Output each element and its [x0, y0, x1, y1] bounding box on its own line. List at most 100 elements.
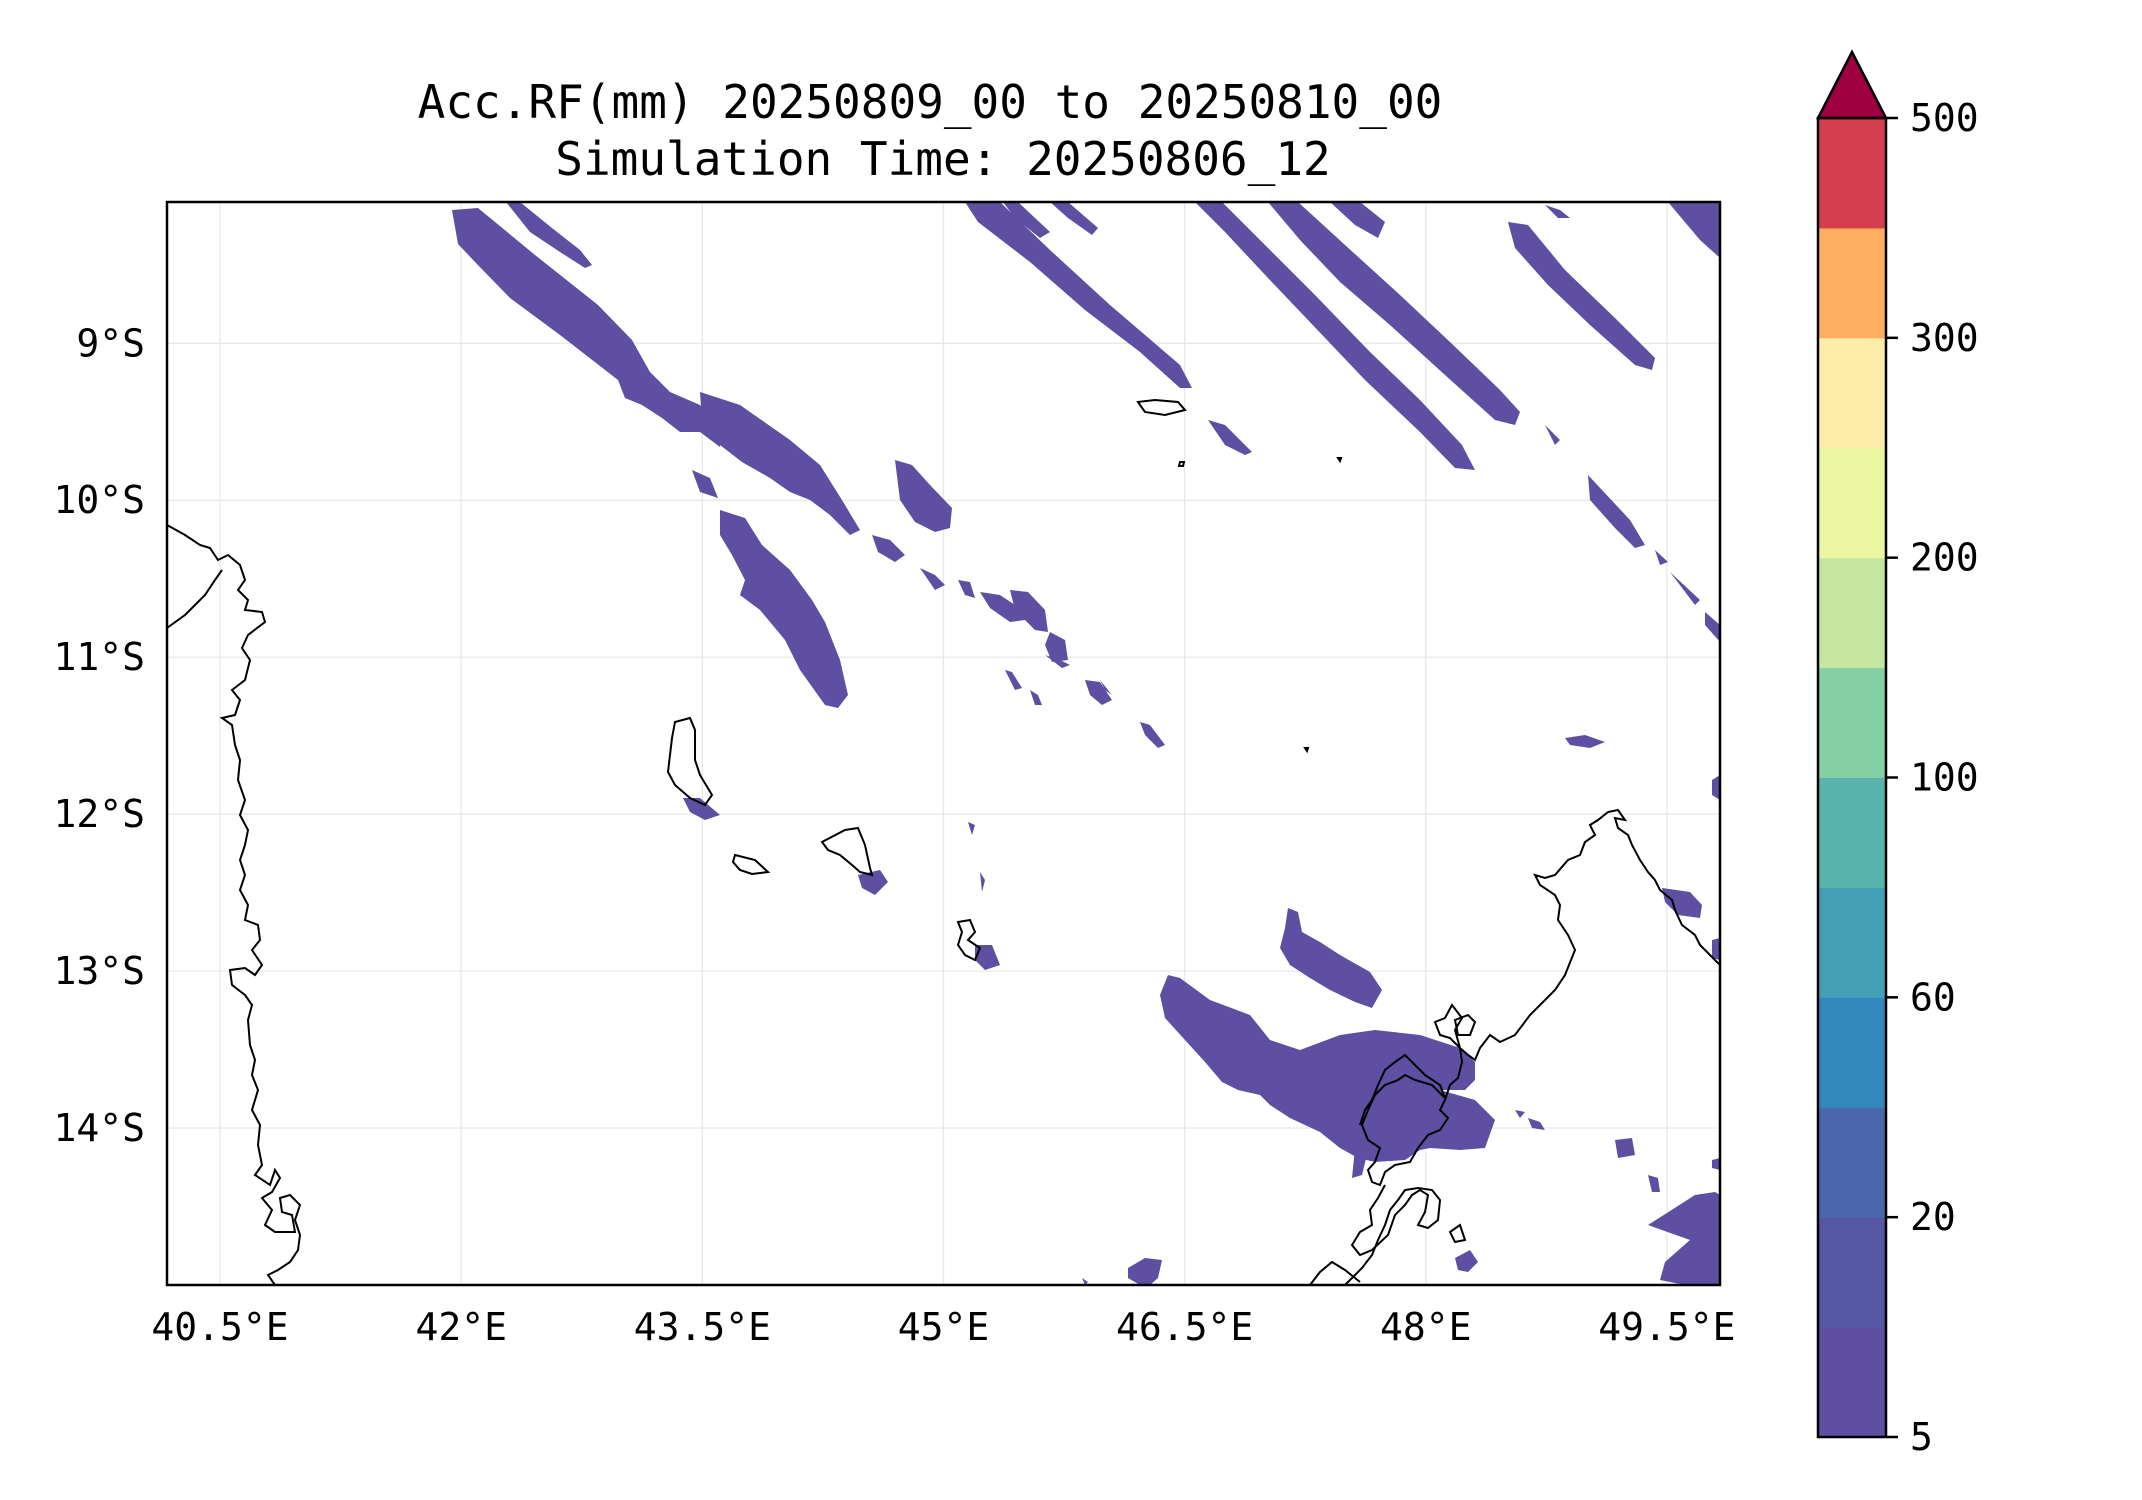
coastline-madagascar-isle-b [1448, 1223, 1467, 1244]
map-frame [165, 200, 1722, 1287]
x-tick-label-2: 43.5°E [634, 1305, 771, 1349]
coastline-banc-dot [1336, 457, 1343, 464]
map-gridlines [167, 202, 1720, 1285]
rain-blob-east-small [1565, 735, 1605, 748]
y-axis-ticks: 9°S 10°S 11°S 12°S 13°S 14°S [53, 321, 145, 1150]
y-tick-label-2: 11°S [53, 635, 145, 679]
coastline-glorieuses [1136, 398, 1187, 417]
y-tick-label-5: 14°S [53, 1106, 145, 1150]
coastline-moheli [731, 853, 771, 876]
rain-band-dotted-2 [1588, 475, 1645, 548]
rain-blob-north-isle-a [1208, 420, 1252, 455]
colorbar-extend-arrow [1815, 49, 1889, 120]
rain-band-dotted-4 [1670, 572, 1700, 605]
y-tick-label-4: 13°S [53, 949, 145, 993]
coastline-africa [167, 524, 302, 1285]
rain-blob-mad-sw [1352, 1148, 1368, 1178]
rain-band-north-6b [1545, 205, 1570, 218]
y-tick-label-0: 9°S [76, 321, 145, 365]
colorbar-tick-label-5: 300 [1910, 316, 1979, 360]
colorbar-segment-6 [1818, 667, 1886, 778]
rain-blob-south-dot [1082, 1278, 1088, 1285]
rain-blob-mad-small-4 [1648, 1175, 1660, 1192]
rain-band-north-6 [1508, 222, 1655, 370]
rain-band-north-3 [1195, 202, 1475, 470]
rain-band-mid-e [872, 535, 905, 562]
colorbar-segment-1 [1818, 1217, 1886, 1328]
rain-blob-east-cape-2 [1712, 938, 1720, 960]
colorbar-segment-5 [1818, 777, 1886, 888]
rain-band-north-5 [1330, 202, 1385, 238]
rain-band-mid-l [1085, 680, 1112, 705]
rain-band-north-2b [1040, 250, 1062, 280]
coastline-africa-b [167, 569, 223, 629]
rain-band-mid-d [895, 460, 952, 532]
coastlines [167, 398, 1720, 1285]
rain-band-dotted-5 [1705, 612, 1720, 642]
coastline-anjouan [820, 826, 874, 877]
rain-band-dotted-1 [1545, 425, 1560, 445]
coastline-geyser-dot [1303, 747, 1310, 754]
x-tick-label-5: 48°E [1380, 1305, 1472, 1349]
rain-blob-comoros-4 [968, 822, 975, 835]
colorbar-segment-10 [1818, 227, 1886, 339]
rain-band-north-7 [1668, 202, 1720, 258]
y-tick-label-3: 12°S [53, 792, 145, 836]
coastline-madagascar-isle [1453, 1013, 1477, 1036]
rain-blob-moz-channel [1160, 975, 1495, 1162]
colorbar: 5 20 60 100 200 300 500 [1815, 49, 1979, 1459]
rain-blob-comoros-2 [858, 870, 888, 895]
x-tick-label-0: 40.5°E [151, 1305, 288, 1349]
colorbar-segment-7 [1818, 557, 1886, 669]
rain-band-mid-h [980, 592, 1025, 622]
rain-band-mid-b [692, 470, 718, 498]
y-tick-label-1: 10°S [53, 478, 145, 522]
rain-band-mid-c [720, 510, 848, 708]
rain-band-dotted-3 [1655, 550, 1668, 565]
rain-band-mid-f [920, 568, 945, 590]
map-title-line1: Acc.RF(mm) 20250809_00 to 20250810_00 [418, 75, 1443, 129]
coastline-glorieuses-dot [1177, 461, 1186, 467]
rain-band-north-1 [965, 202, 1192, 388]
rain-blob-comoros-5 [980, 872, 985, 892]
rainfall-shading [452, 202, 1720, 1285]
colorbar-segment-11 [1818, 118, 1886, 229]
rain-blob-mad-south [1648, 1192, 1720, 1285]
rain-band-mid-g [958, 580, 975, 598]
coastline-madagascar-nosy [1309, 1260, 1361, 1285]
colorbar-segment-4 [1818, 887, 1886, 998]
colorbar-segment-2 [1818, 1107, 1886, 1218]
rain-band-east-edge [1712, 775, 1720, 800]
colorbar-segment-3 [1818, 997, 1886, 1108]
rain-blob-comoros-3 [975, 945, 1000, 970]
rain-blob-east-edge-2 [1712, 1158, 1720, 1170]
coastline-madagascar-north [1359, 808, 1720, 1187]
colorbar-segment-8 [1818, 447, 1886, 559]
colorbar-tick-label-4: 200 [1910, 536, 1979, 580]
rain-band-mid-k [1045, 655, 1070, 668]
rain-band-mid-o [1005, 670, 1022, 690]
colorbar-tick-label-1: 20 [1910, 1195, 1956, 1239]
rain-blob-mad-small-1 [1515, 1110, 1525, 1118]
rain-blob-mad-south-2 [1455, 1250, 1478, 1272]
colorbar-segment-0 [1818, 1327, 1886, 1438]
rain-band-mid-n [1140, 722, 1165, 748]
rain-band-mid-p [1030, 690, 1042, 705]
rain-band-north-1b [1003, 202, 1050, 238]
coastline-grande-comore [666, 716, 714, 807]
rain-band-mid-i [1010, 590, 1048, 632]
rain-band-north-4 [1268, 202, 1520, 425]
x-tick-label-6: 49.5°E [1598, 1305, 1735, 1349]
rain-blob-south-center [1128, 1258, 1162, 1285]
x-tick-label-4: 46.5°E [1116, 1305, 1253, 1349]
colorbar-tick-label-0: 5 [1910, 1415, 1933, 1459]
colorbar-tick-label-2: 60 [1910, 975, 1956, 1019]
colorbar-tick-label-6: 500 [1910, 96, 1979, 140]
x-axis-ticks: 40.5°E 42°E 43.5°E 45°E 46.5°E 48°E 49.5°E [151, 1305, 1735, 1349]
colorbar-segment-9 [1818, 337, 1886, 449]
coastline-mayotte [956, 918, 982, 962]
rain-blob-mad-small-3 [1615, 1138, 1635, 1158]
colorbar-tick-label-3: 100 [1910, 756, 1979, 800]
rain-band-mid-j [1045, 632, 1068, 662]
